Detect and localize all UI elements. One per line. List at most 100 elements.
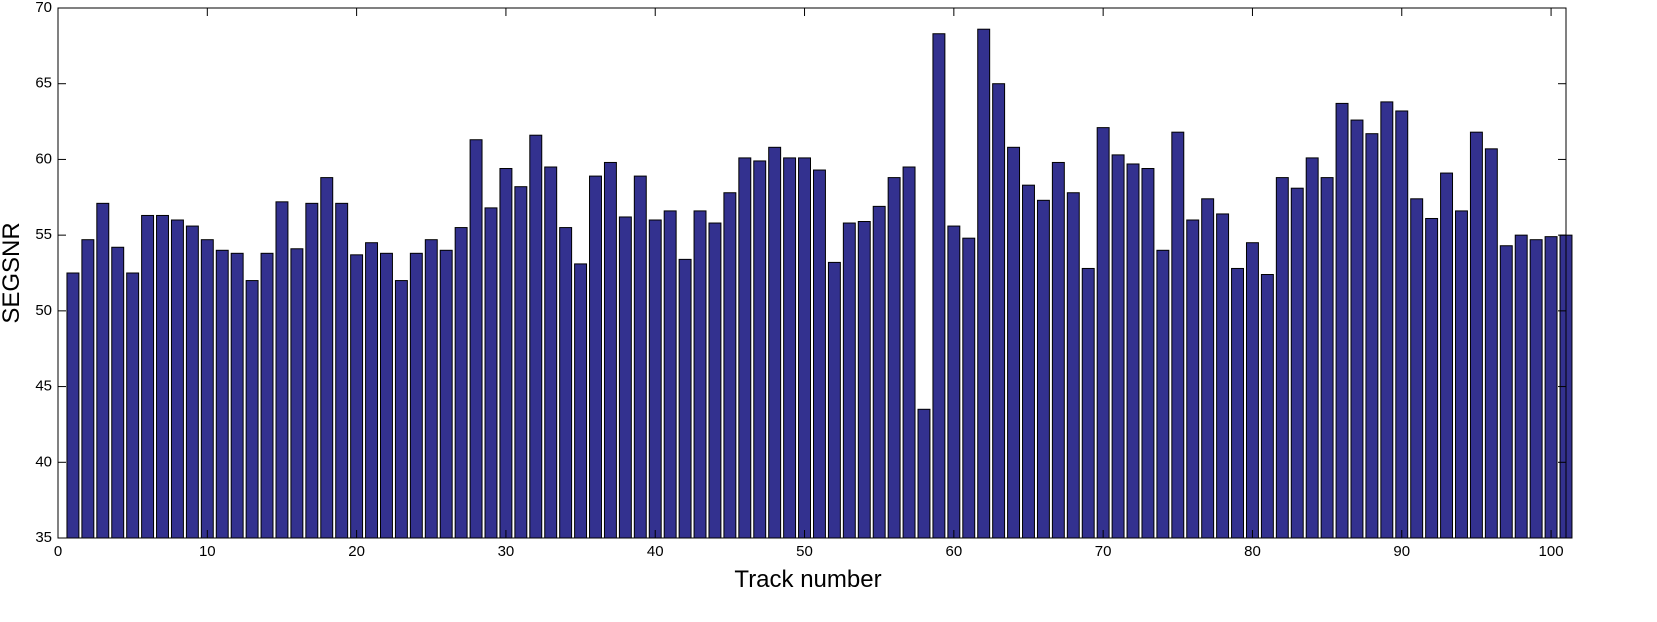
plot-frame bbox=[57, 7, 1567, 539]
bar-track-86 bbox=[1335, 102, 1349, 539]
y-tick-label: 50 bbox=[35, 302, 52, 319]
bar-track-76 bbox=[1186, 219, 1200, 539]
y-tick-label: 70 bbox=[35, 0, 52, 16]
bar-track-54 bbox=[857, 221, 871, 539]
bar-track-87 bbox=[1350, 119, 1364, 539]
bar-track-15 bbox=[275, 201, 289, 539]
bar-track-75 bbox=[1171, 131, 1185, 539]
bar-track-39 bbox=[633, 175, 647, 539]
x-tick-label: 100 bbox=[1539, 543, 1564, 560]
bar-track-43 bbox=[693, 210, 707, 539]
bar-track-14 bbox=[260, 252, 274, 539]
bar-track-93 bbox=[1440, 172, 1454, 539]
bar-track-81 bbox=[1260, 274, 1274, 539]
x-tick-label: 0 bbox=[54, 543, 62, 560]
bar-track-71 bbox=[1111, 154, 1125, 539]
bar-track-95 bbox=[1469, 131, 1483, 539]
bar-track-32 bbox=[529, 134, 543, 539]
bar-track-69 bbox=[1081, 267, 1095, 539]
bar-track-20 bbox=[350, 254, 364, 539]
bar-track-89 bbox=[1380, 101, 1394, 539]
bar-track-60 bbox=[947, 225, 961, 539]
bar-track-57 bbox=[902, 166, 916, 539]
bar-track-63 bbox=[992, 83, 1006, 539]
bar-track-92 bbox=[1425, 217, 1439, 539]
bar-track-82 bbox=[1275, 177, 1289, 539]
bar-track-51 bbox=[812, 169, 826, 539]
ticks-group: 0 10 20 30 40 50 60 70 80 90 100 35 40 45 50 55 60 65 70 bbox=[35, 0, 1566, 560]
bar-track-99 bbox=[1529, 239, 1543, 539]
bar-track-16 bbox=[290, 248, 304, 539]
bar-track-5 bbox=[126, 272, 140, 539]
bar-track-83 bbox=[1290, 187, 1304, 539]
bar-track-49 bbox=[783, 157, 797, 539]
bar-track-90 bbox=[1395, 110, 1409, 539]
bar-track-85 bbox=[1320, 177, 1334, 539]
bar-track-72 bbox=[1126, 163, 1140, 539]
bar-track-18 bbox=[320, 177, 334, 539]
x-tick-label: 80 bbox=[1244, 543, 1261, 560]
bar-track-11 bbox=[215, 249, 229, 539]
bar-track-47 bbox=[753, 160, 767, 539]
bar-track-79 bbox=[1231, 267, 1244, 539]
bar-track-73 bbox=[1141, 168, 1155, 539]
bar-track-96 bbox=[1484, 148, 1498, 539]
bar-track-23 bbox=[394, 280, 408, 539]
bar-track-4 bbox=[111, 246, 125, 539]
bar-track-31 bbox=[514, 186, 528, 539]
bar-track-88 bbox=[1365, 133, 1379, 539]
bar-track-67 bbox=[1051, 161, 1065, 539]
bar-track-62 bbox=[977, 28, 991, 539]
y-tick-label: 45 bbox=[35, 378, 52, 395]
x-tick-label: 60 bbox=[945, 543, 962, 560]
bar-track-17 bbox=[305, 202, 319, 539]
bar-track-52 bbox=[827, 261, 841, 539]
bar-track-38 bbox=[618, 216, 632, 539]
y-tick-label: 55 bbox=[35, 226, 52, 243]
bar-track-13 bbox=[245, 280, 259, 539]
y-tick-label: 65 bbox=[35, 75, 52, 92]
bar-track-36 bbox=[589, 175, 602, 539]
bar-track-29 bbox=[484, 207, 498, 539]
bar-track-48 bbox=[768, 146, 782, 539]
bar-track-50 bbox=[798, 157, 811, 539]
bar-track-26 bbox=[439, 249, 453, 539]
bar-track-34 bbox=[559, 227, 573, 539]
bar-track-55 bbox=[872, 205, 886, 539]
bar-track-21 bbox=[365, 242, 379, 539]
bar-track-35 bbox=[574, 263, 588, 539]
bar-track-8 bbox=[170, 219, 184, 539]
x-tick-label: 30 bbox=[498, 543, 515, 560]
bar-track-27 bbox=[454, 227, 468, 539]
bar-track-12 bbox=[230, 252, 244, 539]
bar-track-9 bbox=[185, 225, 199, 539]
bar-track-74 bbox=[1156, 249, 1170, 539]
y-tick-label: 60 bbox=[35, 150, 52, 167]
bar-track-42 bbox=[678, 258, 692, 539]
bar-track-46 bbox=[738, 157, 752, 539]
x-tick-label: 90 bbox=[1393, 543, 1410, 560]
bar-track-45 bbox=[723, 192, 737, 539]
bar-track-22 bbox=[380, 252, 393, 539]
bar-track-30 bbox=[499, 168, 513, 539]
bar-track-6 bbox=[141, 214, 155, 539]
bar-track-10 bbox=[200, 239, 214, 539]
bar-track-97 bbox=[1499, 245, 1513, 539]
bar-track-64 bbox=[1007, 146, 1021, 539]
bar-track-84 bbox=[1305, 157, 1319, 539]
bar-track-58 bbox=[917, 408, 931, 539]
y-tick-label: 35 bbox=[35, 529, 52, 546]
bar-track-70 bbox=[1096, 127, 1110, 539]
bar-track-53 bbox=[842, 222, 856, 539]
bar-track-91 bbox=[1410, 198, 1424, 539]
bar-track-1 bbox=[66, 272, 80, 539]
x-tick-label: 10 bbox=[199, 543, 216, 560]
bar-track-7 bbox=[156, 214, 169, 539]
x-tick-label: 20 bbox=[348, 543, 365, 560]
bar-track-94 bbox=[1455, 210, 1468, 539]
y-axis-label: SEGSNR bbox=[0, 222, 25, 323]
x-tick-label: 40 bbox=[647, 543, 664, 560]
bar-track-25 bbox=[424, 239, 438, 539]
bar-track-33 bbox=[544, 166, 558, 539]
